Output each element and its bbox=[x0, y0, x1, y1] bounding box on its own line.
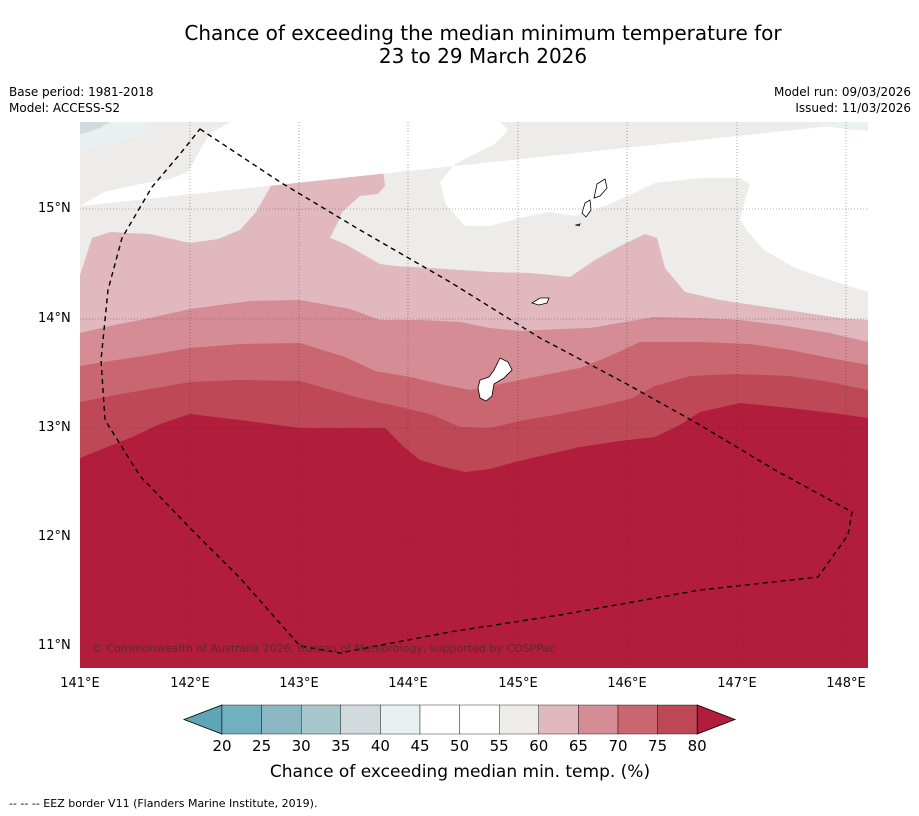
colorbar-extend-high bbox=[696, 704, 737, 735]
lat-label-11n: 11°N bbox=[38, 638, 71, 653]
island-rota bbox=[531, 297, 550, 306]
colorbar-tick-35: 35 bbox=[331, 737, 351, 755]
lon-label-143e: 143°E bbox=[279, 676, 319, 691]
model-name: Model: ACCESS-S2 bbox=[9, 101, 121, 115]
island-guam bbox=[477, 357, 513, 402]
colorbar-segment-35-40 bbox=[340, 704, 381, 735]
model-run: Model run: 09/03/2026 bbox=[773, 85, 911, 99]
lon-label-146e: 146°E bbox=[607, 676, 647, 691]
colorbar-tick-60: 60 bbox=[529, 737, 549, 755]
colorbar-title: Chance of exceeding median min. temp. (%… bbox=[269, 762, 651, 782]
colorbar-tick-55: 55 bbox=[489, 737, 509, 755]
colorbar-segment-30-35 bbox=[301, 704, 342, 735]
colorbar-segment-40-45 bbox=[380, 704, 421, 735]
colorbar-tick-30: 30 bbox=[291, 737, 311, 755]
lon-label-147e: 147°E bbox=[717, 676, 757, 691]
colorbar-tick-65: 65 bbox=[568, 737, 588, 755]
colorbar-segment-75-80 bbox=[657, 704, 698, 735]
lat-label-14n: 14°N bbox=[38, 311, 71, 326]
colorbar-extend-low bbox=[182, 704, 223, 735]
colorbar-segment-25-30 bbox=[261, 704, 302, 735]
lat-label-12n: 12°N bbox=[38, 529, 71, 544]
colorbar-tick-50: 50 bbox=[450, 737, 470, 755]
footer-legend: -- -- -- EEZ border V11 (Flanders Marine… bbox=[9, 797, 318, 810]
lon-label-142e: 142°E bbox=[170, 676, 210, 691]
lon-label-148e: 148°E bbox=[826, 676, 866, 691]
lat-label-13n: 13°N bbox=[38, 420, 71, 435]
band-45-50-right bbox=[818, 122, 868, 131]
meta-right: Model run: 09/03/2026 Issued: 11/03/2026 bbox=[774, 84, 911, 116]
colorbar-segment-45-50 bbox=[419, 704, 460, 735]
issued-date: Issued: 11/03/2026 bbox=[795, 101, 911, 115]
colorbar-segment-20-25 bbox=[221, 704, 262, 735]
island-tinian bbox=[581, 199, 592, 218]
colorbar-tick-70: 70 bbox=[608, 737, 628, 755]
base-period: Base period: 1981-2018 bbox=[9, 85, 154, 99]
meta-left: Base period: 1981-2018 Model: ACCESS-S2 bbox=[9, 84, 154, 116]
band-40-45 bbox=[80, 122, 110, 134]
colorbar-tick-40: 40 bbox=[370, 737, 390, 755]
colorbar-segment-70-75 bbox=[617, 704, 658, 735]
colorbar-tick-75: 75 bbox=[648, 737, 668, 755]
copyright-notice: © Commonwealth of Australia 2026, Bureau… bbox=[92, 642, 556, 655]
lon-label-145e: 145°E bbox=[498, 676, 538, 691]
colorbar bbox=[182, 704, 737, 735]
title-line-1: Chance of exceeding the median minimum t… bbox=[184, 21, 782, 45]
islands bbox=[477, 178, 608, 402]
colorbar-segment-65-70 bbox=[578, 704, 619, 735]
colorbar-tick-80: 80 bbox=[687, 737, 707, 755]
colorbar-segment-55-60 bbox=[499, 704, 540, 735]
chart-title: Chance of exceeding the median minimum t… bbox=[0, 22, 919, 68]
band-45-50 bbox=[80, 122, 150, 152]
island-saipan bbox=[593, 178, 608, 199]
lat-label-15n: 15°N bbox=[38, 201, 71, 216]
island-aguijan bbox=[574, 223, 581, 227]
grid-lines bbox=[80, 122, 868, 668]
map-area bbox=[80, 122, 868, 668]
eez-border bbox=[100, 128, 853, 654]
colorbar-segment-60-65 bbox=[538, 704, 579, 735]
lon-label-144e: 144°E bbox=[388, 676, 428, 691]
colorbar-tick-45: 45 bbox=[410, 737, 430, 755]
colorbar-segment-50-55 bbox=[459, 704, 500, 735]
band-50-55 bbox=[80, 122, 868, 292]
lon-label-141e: 141°E bbox=[60, 676, 100, 691]
colorbar-tick-20: 20 bbox=[212, 737, 232, 755]
title-line-2: 23 to 29 March 2026 bbox=[378, 44, 588, 68]
colorbar-tick-25: 25 bbox=[252, 737, 272, 755]
